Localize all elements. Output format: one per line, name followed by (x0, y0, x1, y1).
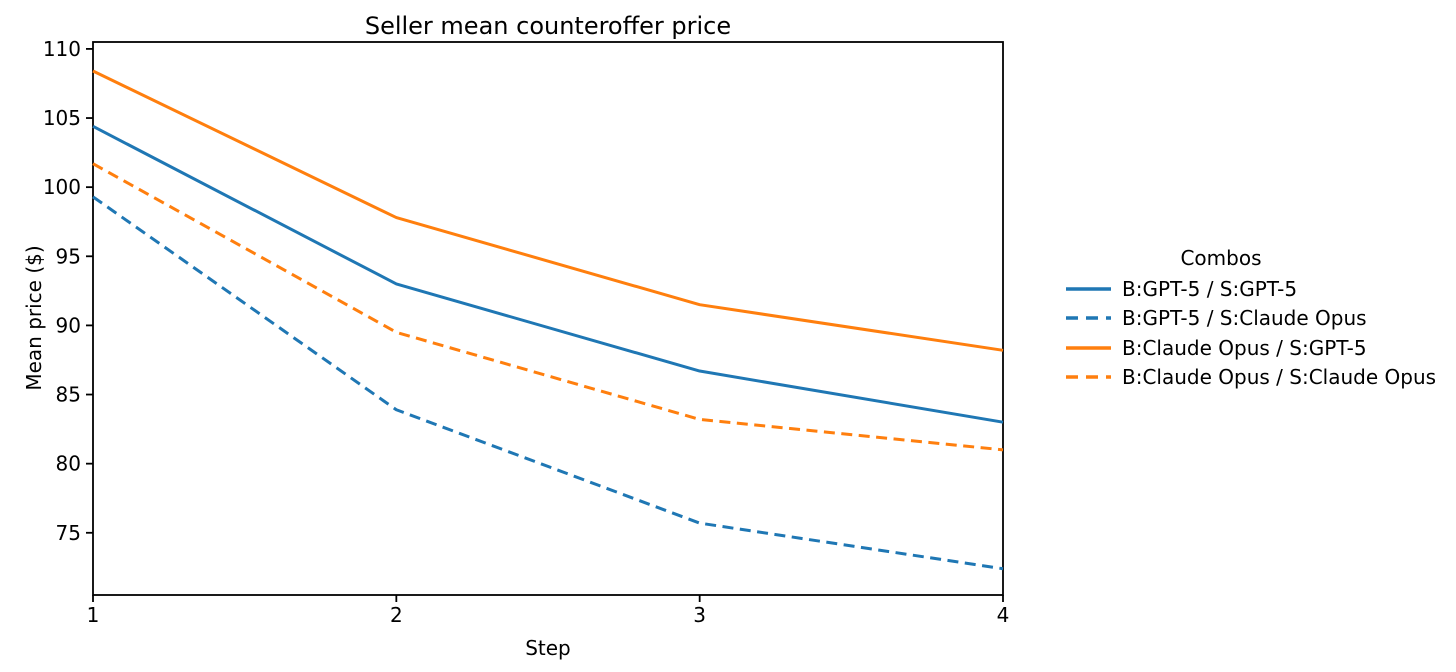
legend-line-swatch (1066, 287, 1111, 291)
legend-label: B:GPT-5 / S:GPT-5 (1122, 276, 1298, 301)
y-tick-label: 85 (56, 383, 81, 407)
legend-label: B:GPT-5 / S:Claude Opus (1122, 306, 1367, 331)
x-tick-label: 4 (997, 603, 1010, 627)
legend-line-swatch (1066, 346, 1111, 350)
legend-title: Combos (1180, 246, 1262, 270)
y-tick-label: 90 (56, 313, 81, 337)
series-line-3 (92, 162, 1004, 452)
axes-border (92, 41, 1004, 596)
y-axis-label: Mean price ($) (22, 245, 46, 391)
series-line-0 (92, 125, 1004, 424)
series-line-2 (92, 69, 1004, 352)
legend-entry: B:Claude Opus / S:GPT-5 (1056, 333, 1446, 363)
legend-line-swatch (1066, 316, 1111, 320)
y-tick-label: 110 (43, 37, 81, 61)
legend-entry: B:GPT-5 / S:Claude Opus (1056, 304, 1446, 334)
x-axis-label: Step (525, 636, 571, 660)
x-tick-label: 1 (87, 603, 100, 627)
y-tick-label: 95 (56, 244, 81, 268)
x-tick-label: 3 (693, 603, 706, 627)
legend-label: B:Claude Opus / S:Claude Opus (1122, 365, 1437, 390)
legend: Combos B:GPT-5 / S:GPT-5 B:GPT-5 / S:Clau… (1056, 244, 1446, 392)
legend-line-swatch (1066, 375, 1111, 379)
y-tick-label: 75 (56, 521, 81, 545)
legend-entries: B:GPT-5 / S:GPT-5 B:GPT-5 / S:Claude Opus… (1056, 274, 1446, 392)
legend-entry: B:Claude Opus / S:Claude Opus (1056, 363, 1446, 393)
y-tick-label: 100 (43, 175, 81, 199)
y-tick-label: 105 (43, 106, 81, 130)
series-line-1 (92, 195, 1004, 571)
y-tick-label: 80 (56, 452, 81, 476)
legend-label: B:Claude Opus / S:GPT-5 (1122, 335, 1367, 360)
legend-entry: B:GPT-5 / S:GPT-5 (1056, 274, 1446, 304)
chart-title: Seller mean counteroffer price (364, 12, 732, 40)
x-tick-label: 2 (390, 603, 403, 627)
